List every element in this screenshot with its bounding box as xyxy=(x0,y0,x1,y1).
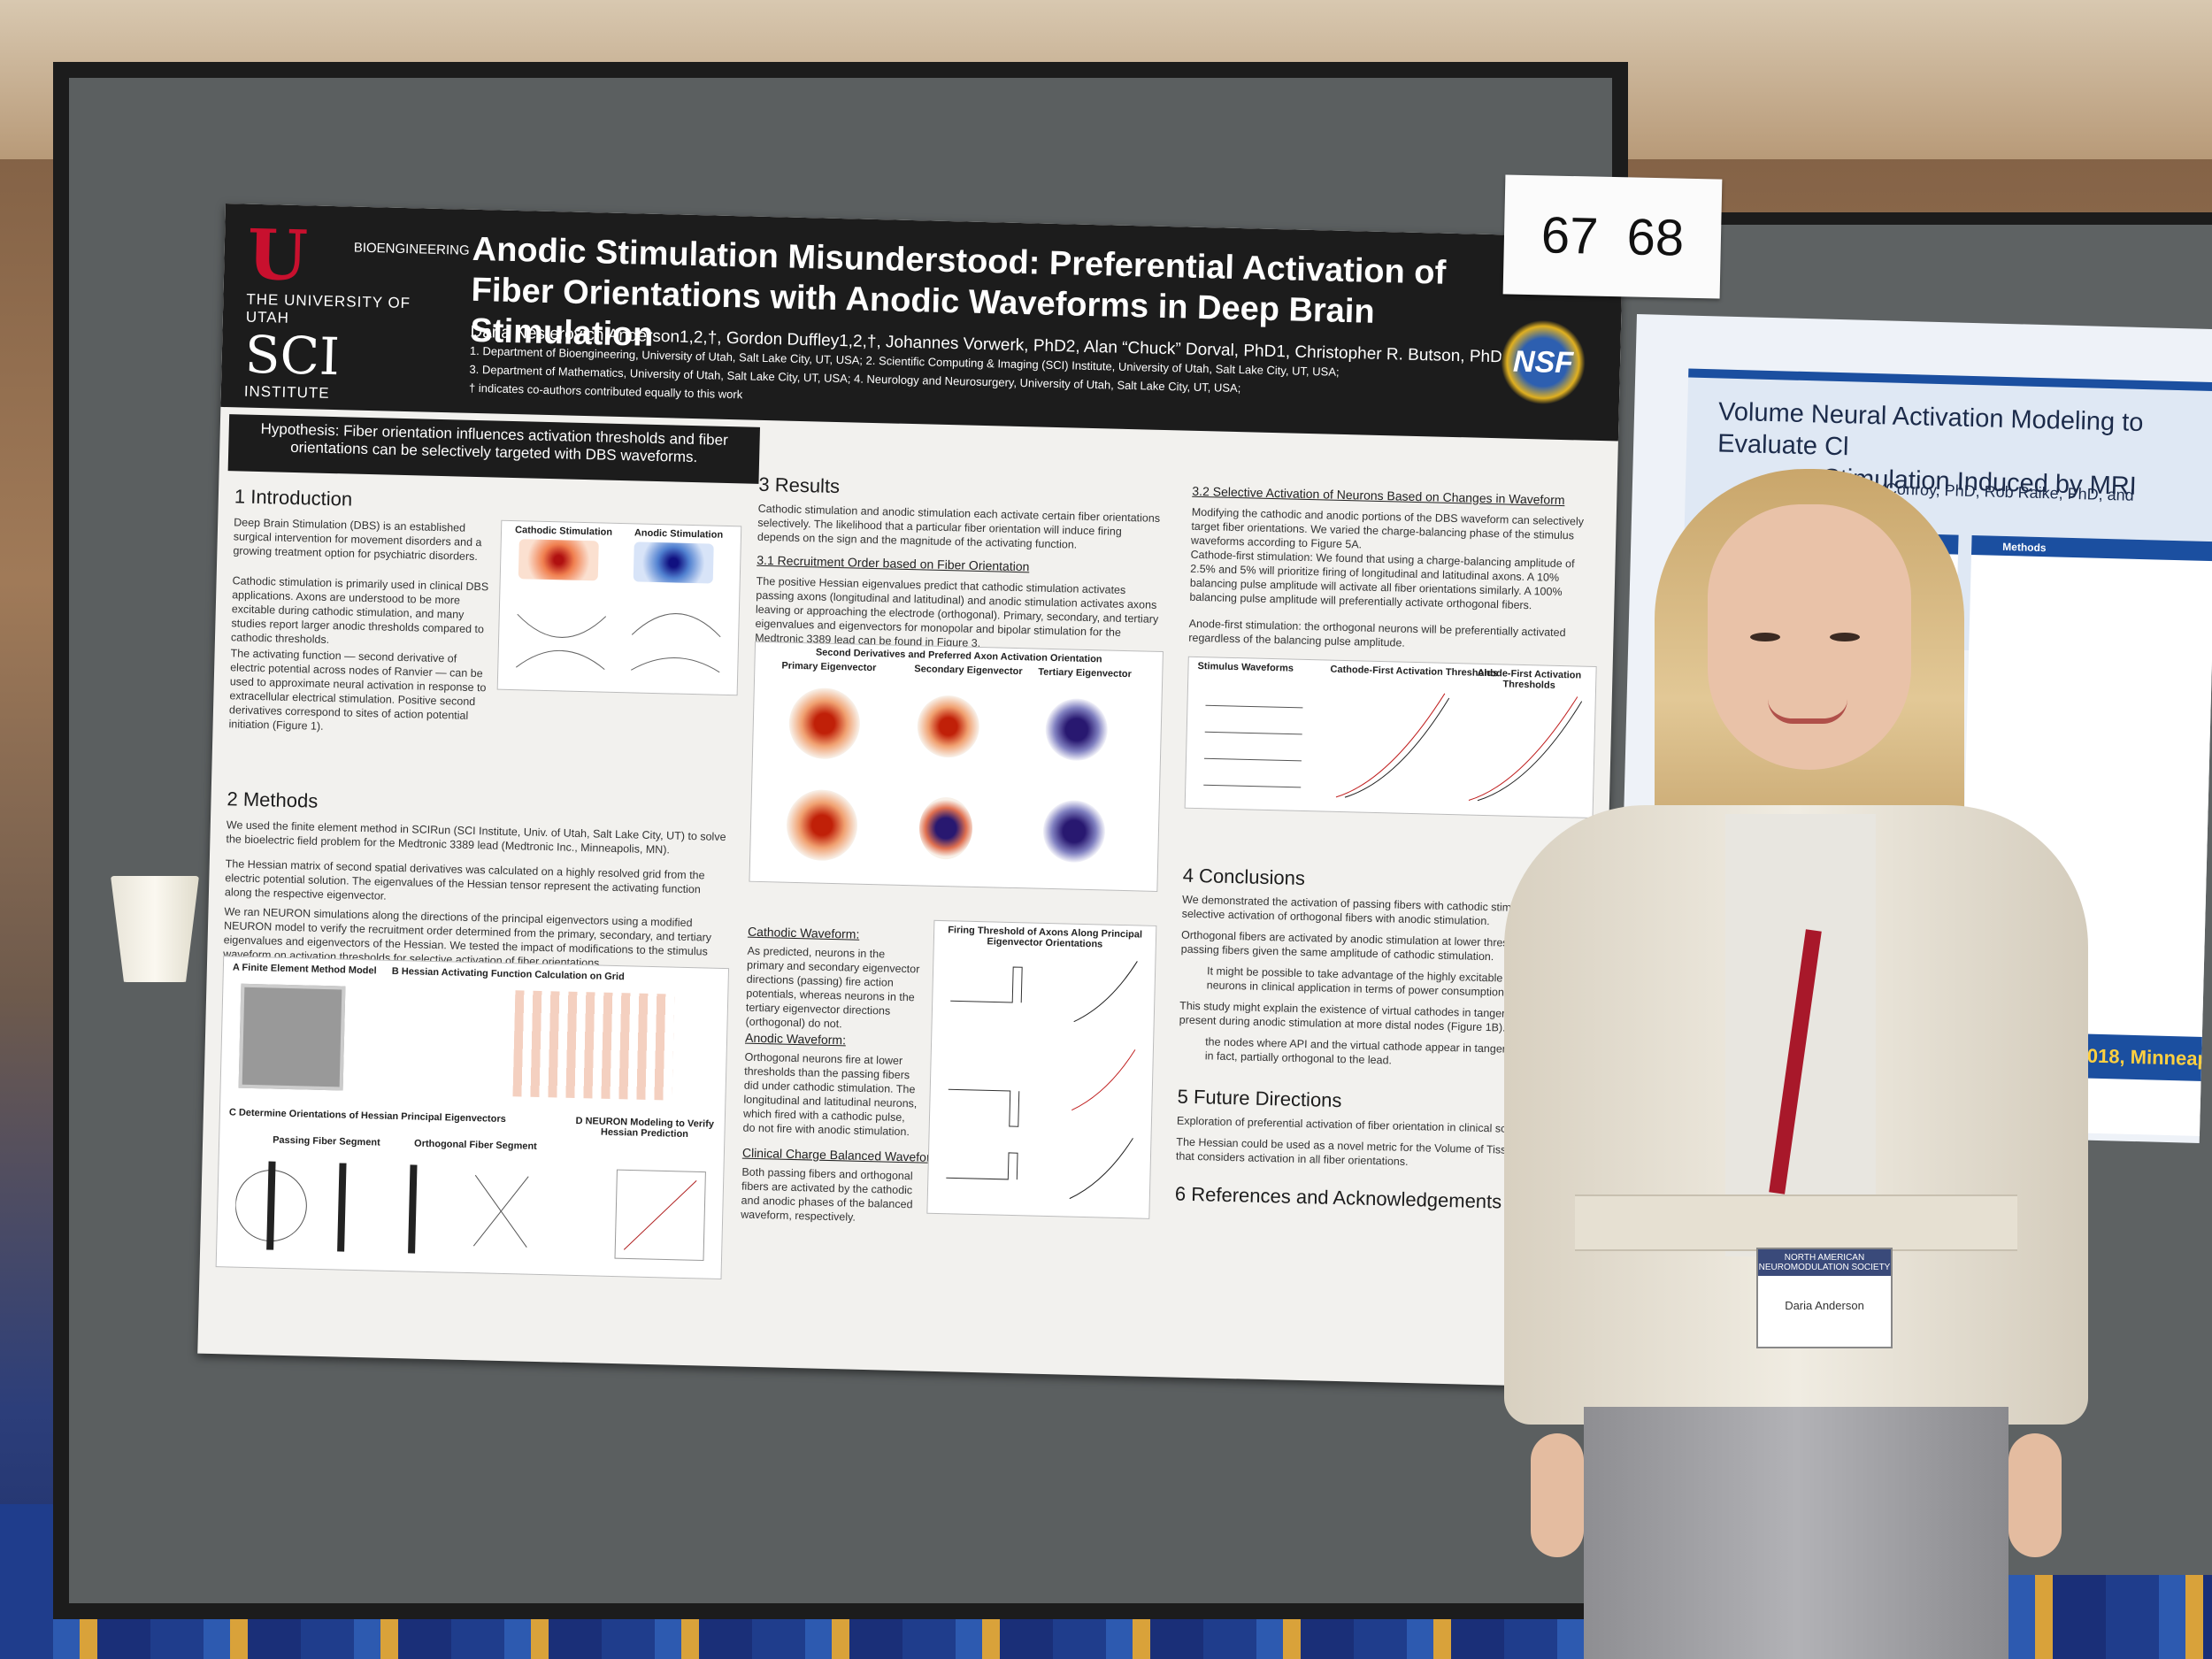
fig2-panel-c-label: C Determine Orientations of Hessian Prin… xyxy=(228,1107,506,1125)
fig2-panel-a-label: A Finite Element Method Model xyxy=(232,962,377,977)
presenter: NORTH AMERICAN NEUROMODULATION SOCIETY D… xyxy=(1504,469,2088,1659)
results-heading: 3 Results xyxy=(758,472,841,498)
clinical-waveform-text: Both passing fibers and orthogonal fiber… xyxy=(741,1165,913,1224)
presenter-right-hand xyxy=(1531,1433,1584,1557)
methods-paragraph-1: We used the finite element method in SCI… xyxy=(226,818,726,856)
fig2-passing-fiber: Passing Fiber Segment xyxy=(273,1134,380,1148)
fig3-tertiary-label: Tertiary Eigenvector xyxy=(1038,666,1133,680)
hessian-grid xyxy=(512,990,675,1101)
clinical-waveform-heading: Clinical Charge Balanced Waveform: xyxy=(741,1145,945,1165)
figure-3-eigenvector-maps: Second Derivatives and Preferred Axon Ac… xyxy=(749,641,1164,892)
fig3-secondary-label: Secondary Eigenvector xyxy=(914,664,1023,678)
fig4-plots xyxy=(946,961,1138,1200)
references-heading: 6 References and Acknowledgements xyxy=(1174,1182,1502,1213)
anodic-waveform-heading: Anodic Waveform: xyxy=(744,1030,847,1048)
fig5-panel-a: Stimulus Waveforms xyxy=(1197,660,1294,674)
cathodic-field-map xyxy=(518,539,599,581)
results-paragraph-1: Cathodic stimulation and anodic stimulat… xyxy=(757,502,1161,551)
fig3-tertiary-map-top xyxy=(1044,697,1109,762)
cathodic-waveform-heading: Cathodic Waveform: xyxy=(747,924,860,941)
future-directions-heading: 5 Future Directions xyxy=(1177,1085,1342,1112)
plastic-cup xyxy=(111,876,199,982)
intro-heading: 1 Introduction xyxy=(234,485,353,511)
anodic-waveform-text: Orthogonal neurons fire at lower thresho… xyxy=(742,1050,918,1139)
university-of-utah-logo: U BIOENGINEERING THE UNIVERSITY OF UTAH … xyxy=(244,214,470,403)
main-poster: U BIOENGINEERING THE UNIVERSITY OF UTAH … xyxy=(197,204,1624,1388)
figure-4-threshold-plots: Firing Threshold of Axons Along Principa… xyxy=(926,919,1157,1219)
intro-paragraph-2: Cathodic stimulation is primarily used i… xyxy=(230,574,489,647)
fig2-orthogonal-fiber: Orthogonal Fiber Segment xyxy=(413,1138,537,1152)
fig1-cathodic-label: Cathodic Stimulation xyxy=(514,525,613,538)
booth-number-tag: 67 68 xyxy=(1502,174,1723,299)
presenter-left-eye xyxy=(1750,633,1780,641)
bioengineering-logo: BIOENGINEERING xyxy=(353,240,470,258)
results-subheading-1: 3.1 Recruitment Order based on Fiber Ori… xyxy=(757,552,1030,574)
figure-2-methods-flowchart: A Finite Element Method Model B Hessian … xyxy=(215,956,730,1280)
intro-paragraph-3: The activating function — second derivat… xyxy=(228,647,487,733)
fig4-title: Firing Threshold of Axons Along Principa… xyxy=(948,925,1143,950)
cathodic-waveform-text: As predicted, neurons in the primary and… xyxy=(745,944,920,1031)
hypothesis-banner: Hypothesis: Fiber orientation influences… xyxy=(227,414,761,484)
figure-5-activation-thresholds: Stimulus Waveforms Cathode-First Activat… xyxy=(1184,656,1597,818)
fig2-fiber-diagrams xyxy=(234,1161,706,1262)
fig3-secondary-map-top xyxy=(916,695,980,758)
utah-u-logo: U xyxy=(246,214,309,297)
fig3-primary-map-top xyxy=(787,687,861,760)
methods-heading: 2 Methods xyxy=(227,787,319,812)
conclusions-heading: 4 Conclusions xyxy=(1182,864,1306,890)
methods-paragraph-2: The Hessian matrix of second spatial der… xyxy=(224,857,705,902)
anodic-field-map xyxy=(633,541,714,584)
jacket-belt xyxy=(1575,1194,2017,1251)
presenter-left-hand xyxy=(2008,1433,2062,1557)
fig3-primary-map-bottom xyxy=(786,788,858,862)
fig2-panel-b-label: B Hessian Activating Function Calculatio… xyxy=(391,965,625,983)
fig3-primary-label: Primary Eigenvector xyxy=(781,660,877,674)
presenter-pants xyxy=(1584,1407,2008,1659)
presenter-smile xyxy=(1768,699,1847,724)
presenter-face xyxy=(1708,504,1911,770)
fig1-waveform-plots xyxy=(515,613,721,673)
badge-org: NORTH AMERICAN NEUROMODULATION SOCIETY xyxy=(1758,1249,1891,1276)
booth-number-67: 67 xyxy=(1540,206,1600,265)
sci-institute-logo: SCI xyxy=(244,324,341,388)
booth-number-68: 68 xyxy=(1625,208,1685,267)
fig3-tertiary-map-bottom xyxy=(1042,799,1106,864)
fig5-plots xyxy=(1203,693,1583,802)
presenter-right-eye xyxy=(1830,633,1860,641)
intro-paragraph-1: Deep Brain Stimulation (DBS) is an estab… xyxy=(233,516,482,564)
finite-element-mesh xyxy=(238,983,346,1091)
figure-1: Cathodic Stimulation Anodic Stimulation xyxy=(496,519,742,696)
name-badge: NORTH AMERICAN NEUROMODULATION SOCIETY D… xyxy=(1756,1248,1893,1348)
fig2-panel-d-label: D NEURON Modeling to Verify Hessian Pred… xyxy=(575,1115,715,1141)
fig1-anodic-label: Anodic Stimulation xyxy=(634,527,724,541)
fig3-secondary-map-bottom xyxy=(918,796,973,860)
badge-name: Daria Anderson xyxy=(1785,1299,1864,1312)
